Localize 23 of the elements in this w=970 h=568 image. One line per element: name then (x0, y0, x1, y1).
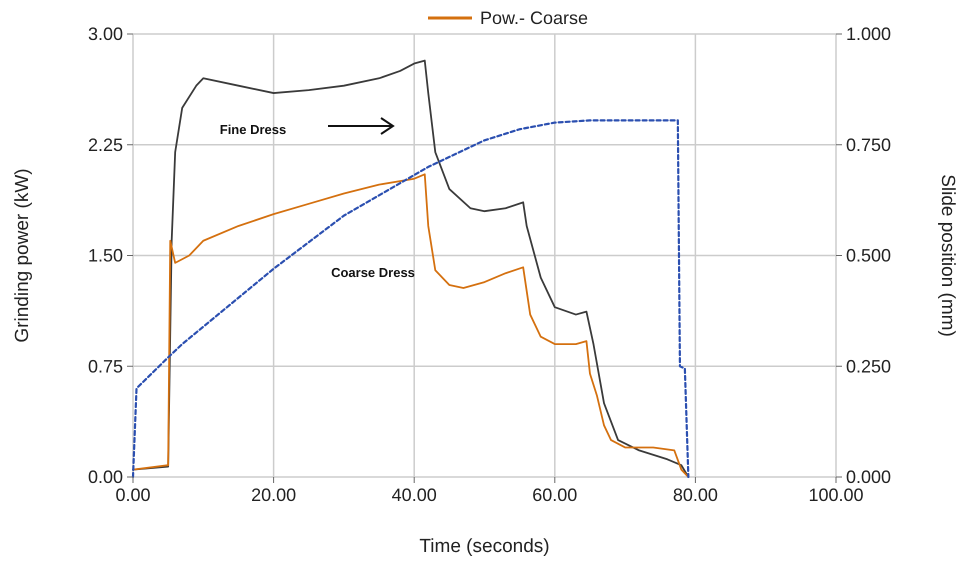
annotation: Coarse Dress (331, 265, 415, 280)
y-tick-label: 0.75 (88, 356, 123, 376)
y2-tick-label: 0.500 (846, 246, 892, 266)
x-tick-label: 100.00 (808, 485, 864, 505)
x-tick-label: 0.00 (115, 485, 151, 505)
x-tick-label: 20.00 (251, 485, 296, 505)
y-axis-title: Grinding power (kW) (12, 168, 33, 343)
y2-tick-label: 1.000 (846, 24, 892, 44)
y-tick-label: 0.00 (88, 467, 123, 487)
x-axis-title: Time (seconds) (419, 536, 550, 557)
y-tick-label: 1.50 (88, 246, 123, 266)
y2-tick-label: 0.000 (846, 467, 892, 487)
y2-tick-label: 0.250 (846, 356, 892, 376)
y-tick-label: 3.00 (88, 24, 123, 44)
x-tick-label: 60.00 (532, 485, 578, 505)
x-tick-label: 80.00 (672, 485, 718, 505)
legend-label: Pow.- Coarse (480, 8, 588, 28)
y2-tick-label: 0.750 (846, 134, 892, 155)
y-tick-label: 2.25 (88, 134, 123, 155)
x-tick-label: 40.00 (392, 485, 437, 505)
y2-axis-title: Slide position (mm) (937, 174, 958, 337)
line-series (132, 173, 690, 478)
annotation: Fine Dress (220, 122, 286, 137)
